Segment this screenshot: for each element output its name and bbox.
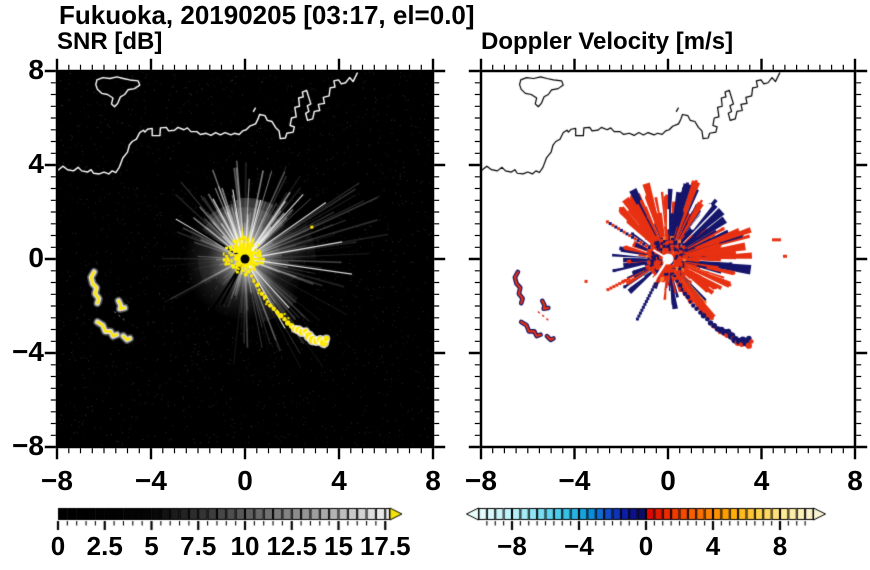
colorbar-tick-label: 10 — [230, 531, 260, 561]
colorbar-tick-label: 0 — [50, 531, 66, 561]
colorbar-tick-label: 4 — [705, 531, 721, 561]
colorbar-tick-label: 12.5 — [266, 531, 318, 561]
x-tick-label: 4 — [331, 465, 347, 496]
x-tick-label: 0 — [660, 465, 676, 496]
figure-title: Fukuoka, 20190205 [03:17, el=0.0] — [59, 0, 475, 30]
colorbar-tick-label: 8 — [772, 531, 788, 561]
y-tick-label: −8 — [12, 430, 44, 461]
velocity-panel-title: Doppler Velocity [m/s] — [481, 28, 734, 55]
velocity-colorbar — [462, 506, 842, 536]
colorbar-tick-label: 7.5 — [180, 531, 217, 561]
y-tick-label: −4 — [12, 336, 44, 367]
colorbar-tick-label: −4 — [564, 531, 594, 561]
velocity-ppi-image — [481, 71, 855, 447]
x-tick-label: −4 — [558, 465, 591, 496]
x-tick-label: −4 — [135, 465, 167, 496]
snr-ppi-image — [57, 71, 433, 447]
y-tick-label: 0 — [28, 242, 44, 273]
colorbar-tick-label: 5 — [144, 531, 159, 561]
colorbar-tick-label: 2.5 — [86, 531, 123, 561]
y-tick-label: 8 — [28, 54, 44, 85]
colorbar-tick-label: 15 — [324, 531, 353, 561]
x-tick-label: −8 — [41, 465, 73, 496]
colorbar-tick-label: 17.5 — [359, 531, 411, 561]
x-tick-label: 8 — [847, 465, 863, 496]
colorbar-tick-label: −8 — [497, 531, 527, 561]
x-tick-label: 8 — [425, 465, 441, 496]
y-tick-label: 4 — [28, 148, 44, 179]
snr-panel-title: SNR [dB] — [57, 28, 163, 55]
x-tick-label: 4 — [753, 465, 770, 496]
snr-colorbar — [52, 506, 412, 536]
colorbar-tick-label: 0 — [638, 531, 654, 561]
x-tick-label: 0 — [237, 465, 253, 496]
x-tick-label: −8 — [465, 465, 497, 496]
